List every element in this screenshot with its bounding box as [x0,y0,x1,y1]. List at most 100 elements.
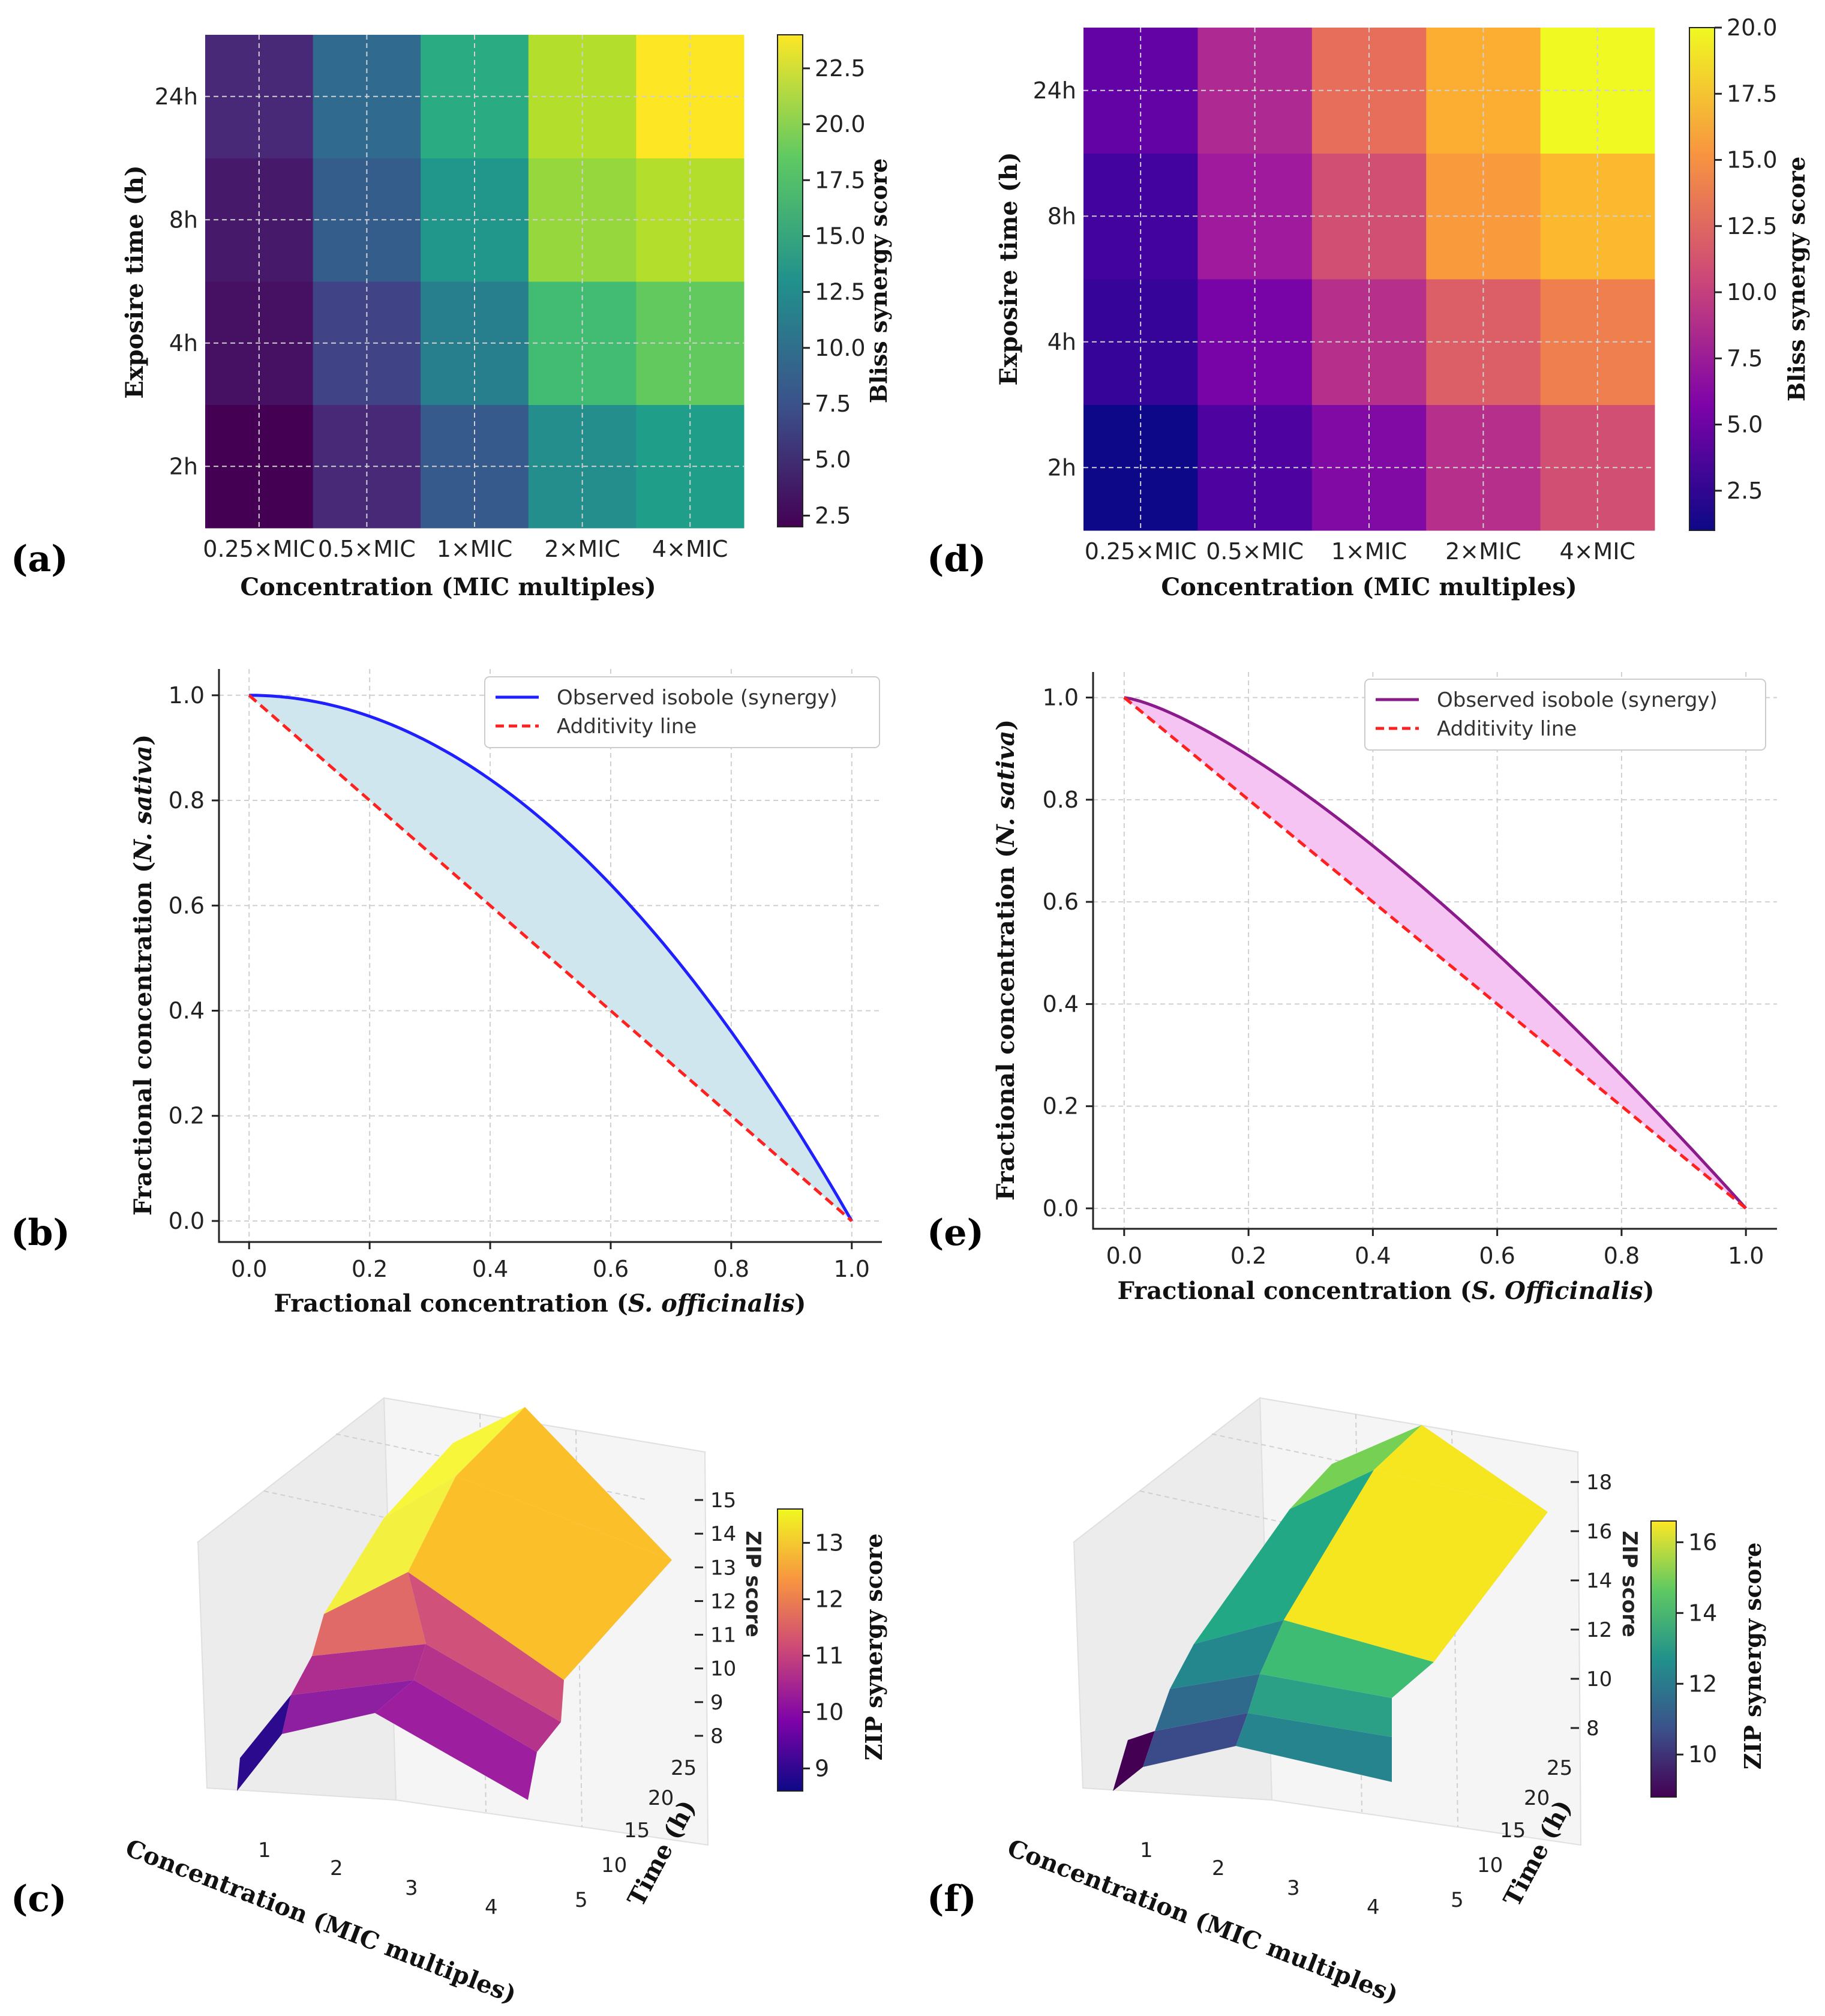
isobole-ytick: 0.8 [1043,787,1079,813]
surface-f-axis-ticks: 1 2 3 4 5 10 15 20 25 8 10 12 14 16 18 [1140,1471,1612,1919]
isobole-b-axes-frame [218,669,882,1243]
isobole-e-grid [1093,672,1777,1229]
isobole-ytick: 0.0 [169,1208,205,1234]
isobole-e: 0.0 0.2 0.4 0.6 0.8 1.0 0.0 0.2 0.4 0.6 0.8 1.0 Ob… [992,672,1777,1305]
surface-c-zlabel: ZIP score [741,1531,765,1637]
isobole-ytick: 0.0 [1043,1195,1079,1222]
heatmap-ytick: 24h [155,83,198,110]
colorbar-tick: 13 [815,1529,844,1556]
isobole-e-yticks: 0.0 0.2 0.4 0.6 0.8 1.0 [1043,685,1093,1222]
surface-ztick: 8 [1586,1717,1599,1741]
isobole-b-legend-additivity: Additivity line [557,715,697,739]
heatmap-xtick: 1×MIC [437,536,513,562]
colorbar-tick: 10 [815,1699,844,1725]
surface-f-zlabel: ZIP score [1617,1531,1641,1637]
heatmap-ytick: 4h [169,330,198,356]
surface-c-patch [282,1680,414,1734]
surface-f-patch [1194,1470,1374,1644]
colorbar-tick: 10.0 [1727,279,1778,305]
heatmap-xtick: 4×MIC [652,536,728,562]
surface-ztick: 10 [710,1657,736,1681]
surface-ztick: 10 [1586,1667,1612,1691]
colorbar-tick: 20.0 [1727,14,1778,41]
heatmap-xtick: 2×MIC [544,536,620,562]
surface-c-ytick: 15 [624,1819,650,1843]
isobole-e-legend-additivity: Additivity line [1437,717,1577,741]
heatmap-a-grid [205,35,744,528]
surface-f-patch [1155,1674,1260,1731]
colorbar-d [1689,27,1715,531]
colorbar-c-ticks: 9 10 11 12 13 [803,1529,844,1781]
surface-f-patch [1170,1620,1284,1689]
surface-f-ytick: 10 [1477,1853,1503,1877]
surface-ztick: 12 [710,1589,736,1613]
surface-c-xlabel: Concentration (MIC multiples) [122,1834,520,2009]
surface-c: 1 2 3 4 5 10 15 20 25 8 9 10 11 12 13 14 15 Con… [122,1397,887,2009]
colorbar-tick: 10.0 [815,335,866,361]
isobole-e-additivity-line [1123,696,1747,1210]
surface-c-patch [414,1644,561,1752]
surface-ztick: 12 [1586,1618,1612,1642]
isobole-b-xlabel: Fractional concentration (S. officinalis… [274,1289,806,1318]
surface-c-xtick: 1 [258,1838,271,1862]
heatmap-d-xlabel: Concentration (MIC multiples) [1161,573,1577,601]
isobole-b: 0.0 0.2 0.4 0.6 0.8 1.0 0.0 0.2 0.4 0.6 0.8 1.0 Ob… [129,669,882,1318]
isobole-xtick: 0.4 [1355,1243,1391,1269]
surface-f-xtick: 3 [1287,1876,1300,1900]
surface-f-ytick: 25 [1547,1756,1572,1780]
isobole-ytick: 0.6 [169,892,205,919]
isobole-xtick: 0.8 [1604,1243,1640,1269]
isobole-xtick: 0.0 [1106,1243,1142,1269]
colorbar-d-ticks: 2.5 5.0 7.5 10.0 12.5 15.0 17.5 20.0 [1715,14,1778,504]
colorbar-tick: 12 [815,1586,844,1612]
colorbar-f-label: ZIP synergy score [1739,1543,1766,1770]
colorbar-tick: 10 [1688,1741,1717,1768]
surface-ztick: 15 [710,1489,736,1513]
surface-ztick: 11 [710,1624,736,1648]
heatmap-xtick: 1×MIC [1331,538,1407,565]
heatmap-a-xlabel: Concentration (MIC multiples) [240,573,656,601]
colorbar-tick: 11 [815,1642,844,1669]
colorbar-tick: 12.5 [815,279,866,305]
isobole-ytick: 0.4 [169,997,205,1024]
isobole-b-grid [219,669,882,1242]
surface-f-ytick: 15 [1500,1819,1526,1843]
surface-c-patch [456,1407,672,1560]
heatmap-xtick: 0.25×MIC [1085,538,1197,565]
heatmap-ytick: 24h [1033,77,1076,104]
surface-f-ytick: 20 [1524,1786,1550,1810]
surface-ztick: 9 [710,1691,724,1715]
isobole-xtick: 0.6 [1479,1243,1515,1269]
surface-f-gridline [1211,1433,1524,1501]
colorbar-a [777,34,803,527]
isobole-e-legend: Observed isobole (synergy) Additivity li… [1364,679,1766,751]
isobole-e-legend-box [1364,679,1766,751]
colorbar-tick: 2.5 [1727,478,1763,504]
isobole-e-xticks: 0.0 0.2 0.4 0.6 0.8 1.0 [1106,1229,1764,1269]
isobole-b-xticks: 0.0 0.2 0.4 0.6 0.8 1.0 [231,1242,870,1282]
isobole-e-ylabel: Fractional concentration (N. sativa) [992,719,1020,1201]
heatmap-a-yticks: 2h 4h 8h 24h [155,83,198,480]
panel-label-c: (c) [11,1878,67,1920]
surface-f-patch [1290,1425,1422,1509]
surface-c-patch [324,1476,456,1614]
surface-c-gridline [575,1430,583,1828]
surface-c-patch [312,1572,426,1656]
surface-ztick: 8 [710,1724,724,1748]
surface-f-xtick: 2 [1212,1856,1225,1880]
heatmap-xtick: 0.25×MIC [203,536,315,562]
surface-c-ytick: 5 [575,1888,588,1912]
isobole-ytick: 1.0 [1043,685,1079,711]
heatmap-ytick: 4h [1047,329,1076,355]
heatmap-ytick: 2h [169,453,198,479]
colorbar-tick: 2.5 [815,502,851,529]
surface-f-patch [1143,1713,1248,1767]
surface-c-patch [291,1644,426,1695]
heatmap-ytick: 2h [1047,454,1076,481]
surface-ztick: 13 [710,1556,736,1580]
surface-c-patch [408,1476,672,1680]
surface-f-ytick: 5 [1451,1888,1464,1912]
isobole-xtick: 0.6 [593,1256,629,1282]
heatmap-ytick: 8h [169,206,198,233]
surface-f-xtick: 4 [1367,1895,1380,1919]
